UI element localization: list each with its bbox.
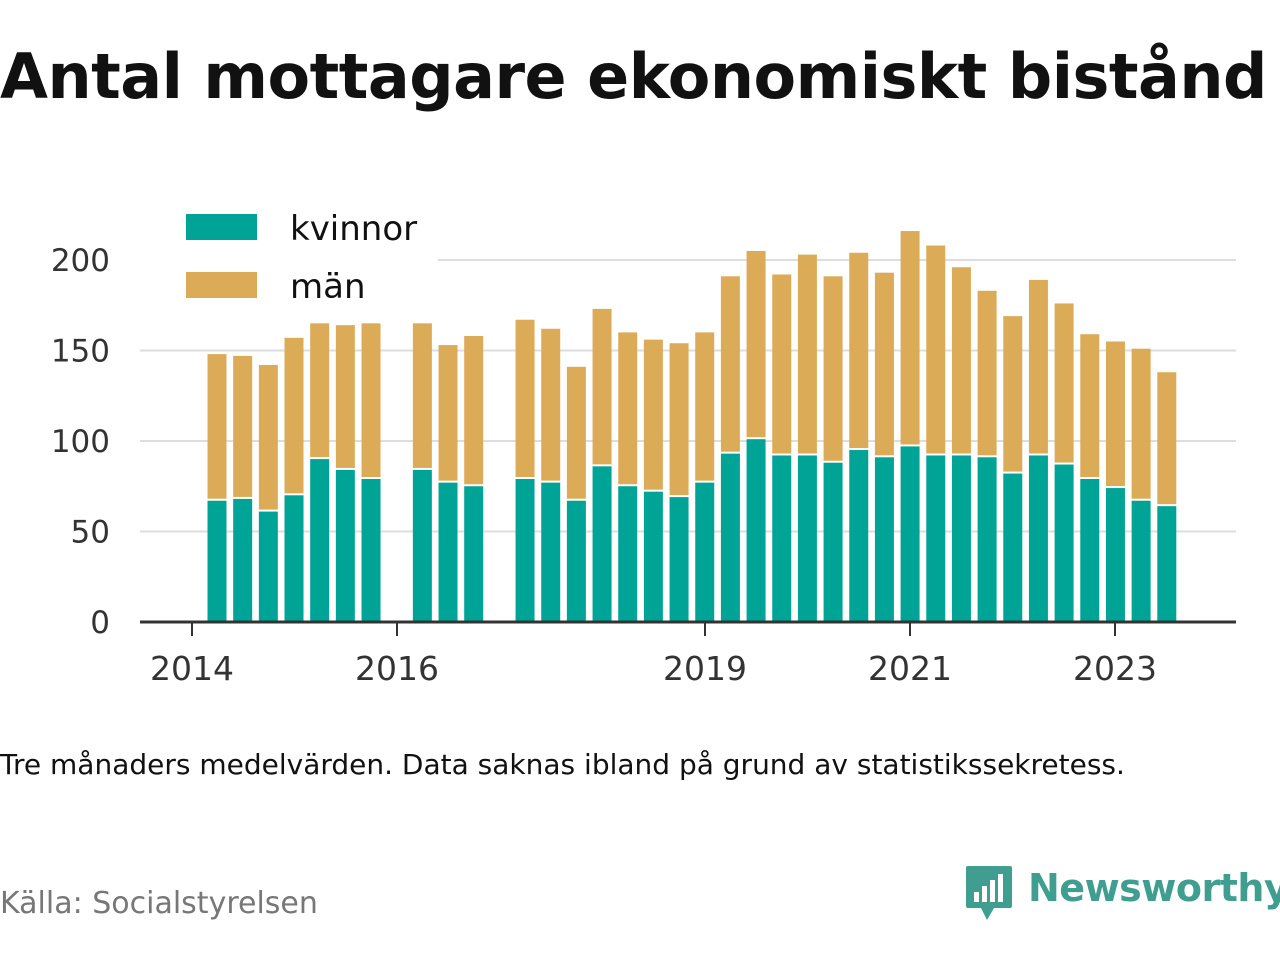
bar-kvinnor — [797, 455, 817, 622]
bar-kvinnor — [541, 482, 561, 622]
bar-man — [951, 267, 971, 454]
chart-title: Antal mottagare ekonomiskt bistånd — [0, 40, 1267, 113]
x-tick-label: 2023 — [1073, 649, 1157, 688]
bar-man — [772, 274, 792, 454]
bar-kvinnor — [592, 466, 612, 622]
bar-kvinnor — [1054, 464, 1074, 622]
bar-kvinnor — [1080, 479, 1100, 622]
bar-man — [695, 332, 715, 481]
bar-man — [1054, 303, 1074, 463]
bar-kvinnor — [1157, 506, 1177, 622]
axis-layer: 2014 2016 2019 2021 2023 — [140, 620, 1236, 688]
bar-kvinnor — [720, 453, 740, 622]
bar-kvinnor — [643, 491, 663, 622]
x-tick-label: 2021 — [868, 649, 952, 688]
bar-man — [669, 343, 689, 496]
bar-man — [412, 323, 432, 468]
bar-kvinnor — [284, 495, 304, 622]
y-tick-label: 100 — [51, 424, 110, 460]
bar-man — [515, 319, 535, 478]
bar-man — [438, 345, 458, 481]
bar-man — [310, 323, 330, 458]
bar-man — [874, 272, 894, 456]
bar-man — [207, 354, 227, 499]
bar-kvinnor — [926, 455, 946, 622]
bar-man — [1157, 372, 1177, 505]
bar-man — [541, 328, 561, 481]
bar-man — [335, 325, 355, 468]
bar-kvinnor — [695, 482, 715, 622]
y-tick-label: 0 — [90, 605, 110, 641]
bar-kvinnor — [335, 469, 355, 622]
legend-swatch-man — [186, 272, 257, 298]
bar-kvinnor — [874, 457, 894, 622]
bar-kvinnor — [1028, 455, 1048, 622]
bar-man — [464, 336, 484, 485]
x-tick-label: 2016 — [355, 649, 439, 688]
legend-swatch-kvinnor — [186, 214, 257, 240]
bar-man — [258, 364, 278, 510]
bar-man — [1003, 316, 1023, 472]
bar-kvinnor — [361, 479, 381, 622]
x-tick-label: 2019 — [663, 649, 747, 688]
bar-kvinnor — [1003, 473, 1023, 622]
bar-man — [566, 366, 586, 499]
bar-man — [926, 245, 946, 454]
bar-man — [618, 332, 638, 485]
bar-man — [284, 337, 304, 494]
bar-kvinnor — [951, 455, 971, 622]
bar-man — [900, 231, 920, 445]
bar-man — [1131, 348, 1151, 499]
bar-kvinnor — [746, 439, 766, 622]
bar-man — [849, 252, 869, 449]
y-tick-label: 50 — [71, 515, 110, 551]
y-tick-label: 200 — [51, 243, 110, 279]
bar-man — [720, 276, 740, 452]
bar-man — [977, 290, 997, 456]
chart-note: Tre månaders medelvärden. Data saknas ib… — [0, 748, 1125, 781]
bar-kvinnor — [438, 482, 458, 622]
bar-man — [643, 339, 663, 490]
bar-kvinnor — [1131, 500, 1151, 622]
bar-kvinnor — [310, 459, 330, 622]
legend-label-kvinnor: kvinnor — [290, 209, 417, 249]
newsworthy-logo-icon — [966, 866, 1012, 920]
bar-man — [361, 323, 381, 478]
x-tick-label: 2014 — [150, 649, 234, 688]
bar-kvinnor — [772, 455, 792, 622]
chart: 0 50 100 150 200 2014 2016 2019 2021 2023 kvinno… — [50, 205, 1236, 688]
bar-kvinnor — [258, 511, 278, 622]
bar-man — [746, 250, 766, 438]
bar-man — [823, 276, 843, 461]
brand-name: Newsworthy — [1028, 866, 1280, 910]
bar-man — [1080, 334, 1100, 478]
bar-kvinnor — [412, 469, 432, 622]
bar-man — [797, 254, 817, 454]
legend-label-man: män — [290, 267, 366, 307]
bar-kvinnor — [515, 479, 535, 622]
bar-kvinnor — [977, 457, 997, 622]
bar-kvinnor — [823, 462, 843, 622]
source-text: Källa: Socialstyrelsen — [0, 886, 318, 921]
bar-kvinnor — [669, 497, 689, 622]
bar-kvinnor — [1105, 488, 1125, 622]
bar-kvinnor — [464, 486, 484, 622]
bar-man — [1028, 279, 1048, 454]
bar-man — [233, 355, 253, 497]
bar-kvinnor — [233, 498, 253, 622]
bars-layer — [207, 231, 1177, 622]
y-tick-label: 150 — [51, 334, 110, 370]
brand-logo[interactable]: Newsworthy — [964, 864, 1280, 924]
bar-kvinnor — [566, 500, 586, 622]
bar-man — [1105, 341, 1125, 487]
legend: kvinnor män — [138, 205, 438, 307]
bar-kvinnor — [900, 446, 920, 622]
bar-kvinnor — [207, 500, 227, 622]
bar-kvinnor — [849, 450, 869, 622]
bar-kvinnor — [618, 486, 638, 622]
bar-man — [592, 308, 612, 465]
